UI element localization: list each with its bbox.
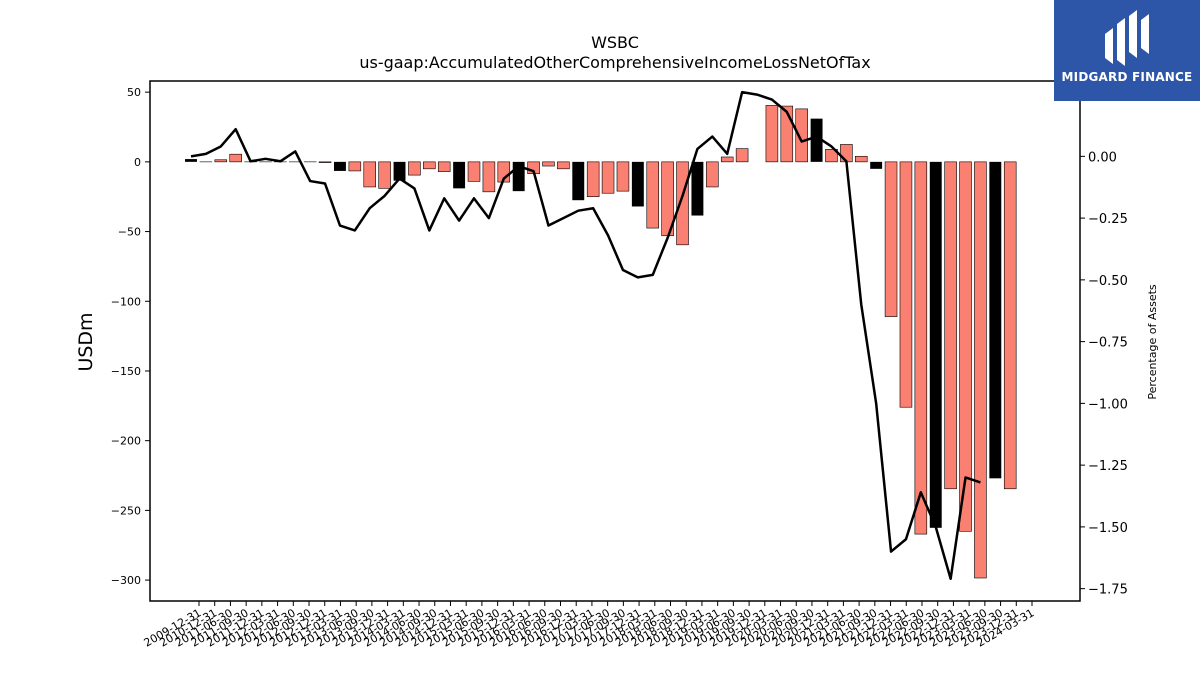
midgard-logo-icon (1105, 10, 1149, 66)
bar-2012-03-31 (318, 161, 332, 163)
bar-2017-06-30 (631, 161, 644, 207)
y-tick-label: −250 (111, 504, 141, 517)
bar-2022-03-31 (914, 161, 928, 535)
bar-2023-03-31 (974, 161, 987, 579)
y-tick-label: −150 (111, 365, 141, 378)
y2-tick-label: −1.50 (1088, 521, 1128, 536)
bar-2013-06-30 (393, 161, 406, 181)
y2-tick-label: −1.00 (1088, 397, 1128, 412)
bar-2014-03-31 (437, 161, 451, 172)
chart-subtitle: us-gaap:AccumulatedOtherComprehensiveInc… (359, 53, 870, 72)
bar-2013-09-30 (408, 161, 421, 176)
bar-2022-06-30 (929, 161, 942, 528)
bar-2021-06-30 (870, 161, 883, 169)
bar-2013-12-31 (423, 161, 436, 170)
chart-title: WSBC (591, 33, 639, 52)
y-axis-label: USDm (75, 312, 97, 371)
bar-2019-03-31 (735, 148, 749, 163)
bar-2022-12-31 (959, 161, 972, 532)
bar-2009-12-31 (185, 159, 197, 162)
bar-2015-06-30 (512, 161, 525, 192)
bar-2017-09-30 (646, 161, 660, 229)
y-tick-label: −100 (111, 295, 141, 308)
bar-2018-03-31 (676, 161, 689, 246)
bar-2020-09-30 (825, 149, 838, 163)
bar-2017-03-31 (616, 161, 630, 192)
percentage-of-assets-line (190, 90, 981, 581)
bar-2021-03-31 (855, 155, 868, 163)
plot-frame (149, 80, 1081, 602)
bar-2018-12-31 (720, 156, 734, 163)
y-tick-label: −300 (111, 574, 141, 587)
bar-2022-09-30 (944, 161, 957, 490)
bar-2014-06-30 (453, 161, 466, 189)
bar-2019-09-30 (765, 105, 779, 163)
bar-2010-06-30 (214, 159, 228, 163)
bar-2014-12-31 (482, 161, 496, 193)
bar-2020-06-30 (810, 118, 823, 162)
y2-tick-label: −1.25 (1088, 459, 1128, 474)
y2-axis-label: Percentage of Assets (1146, 284, 1159, 400)
y2-tick-label: −1.75 (1088, 583, 1128, 598)
bar-2021-12-31 (899, 161, 913, 408)
bar-2016-12-31 (601, 161, 615, 194)
y2-tick-label: 0.00 (1088, 150, 1117, 165)
bar-2014-09-30 (467, 161, 481, 182)
bar-2019-12-31 (780, 105, 794, 163)
y2-tick-label: −0.25 (1088, 212, 1128, 227)
bar-2010-09-30 (229, 153, 242, 163)
y2-tick-label: −0.50 (1088, 274, 1128, 289)
bar-2020-03-31 (795, 108, 808, 163)
bar-2012-09-30 (348, 161, 362, 172)
brand-name: MIDGARD FINANCE (1061, 70, 1193, 84)
bar-2018-09-30 (706, 161, 719, 188)
bar-2021-09-30 (884, 161, 898, 317)
bar-2020-12-31 (840, 144, 853, 163)
y-tick-label: −50 (118, 226, 141, 239)
bar-2016-03-31 (557, 161, 570, 170)
bar-2016-06-30 (572, 161, 585, 201)
bar-2018-06-30 (691, 161, 704, 216)
bar-2023-09-30 (1003, 161, 1017, 490)
y-tick-label: −200 (111, 435, 141, 448)
y2-tick-label: −0.75 (1088, 336, 1128, 351)
brand-logo: MIDGARD FINANCE (1054, 0, 1200, 101)
bar-2016-09-30 (586, 161, 600, 198)
bar-2012-12-31 (363, 161, 376, 188)
bar-2023-06-30 (989, 161, 1002, 479)
bar-2013-03-31 (378, 161, 391, 189)
bar-2015-12-31 (542, 161, 555, 167)
bar-2012-06-30 (333, 161, 346, 171)
y-tick-label: 50 (127, 86, 141, 99)
y-tick-label: 0 (134, 156, 141, 169)
